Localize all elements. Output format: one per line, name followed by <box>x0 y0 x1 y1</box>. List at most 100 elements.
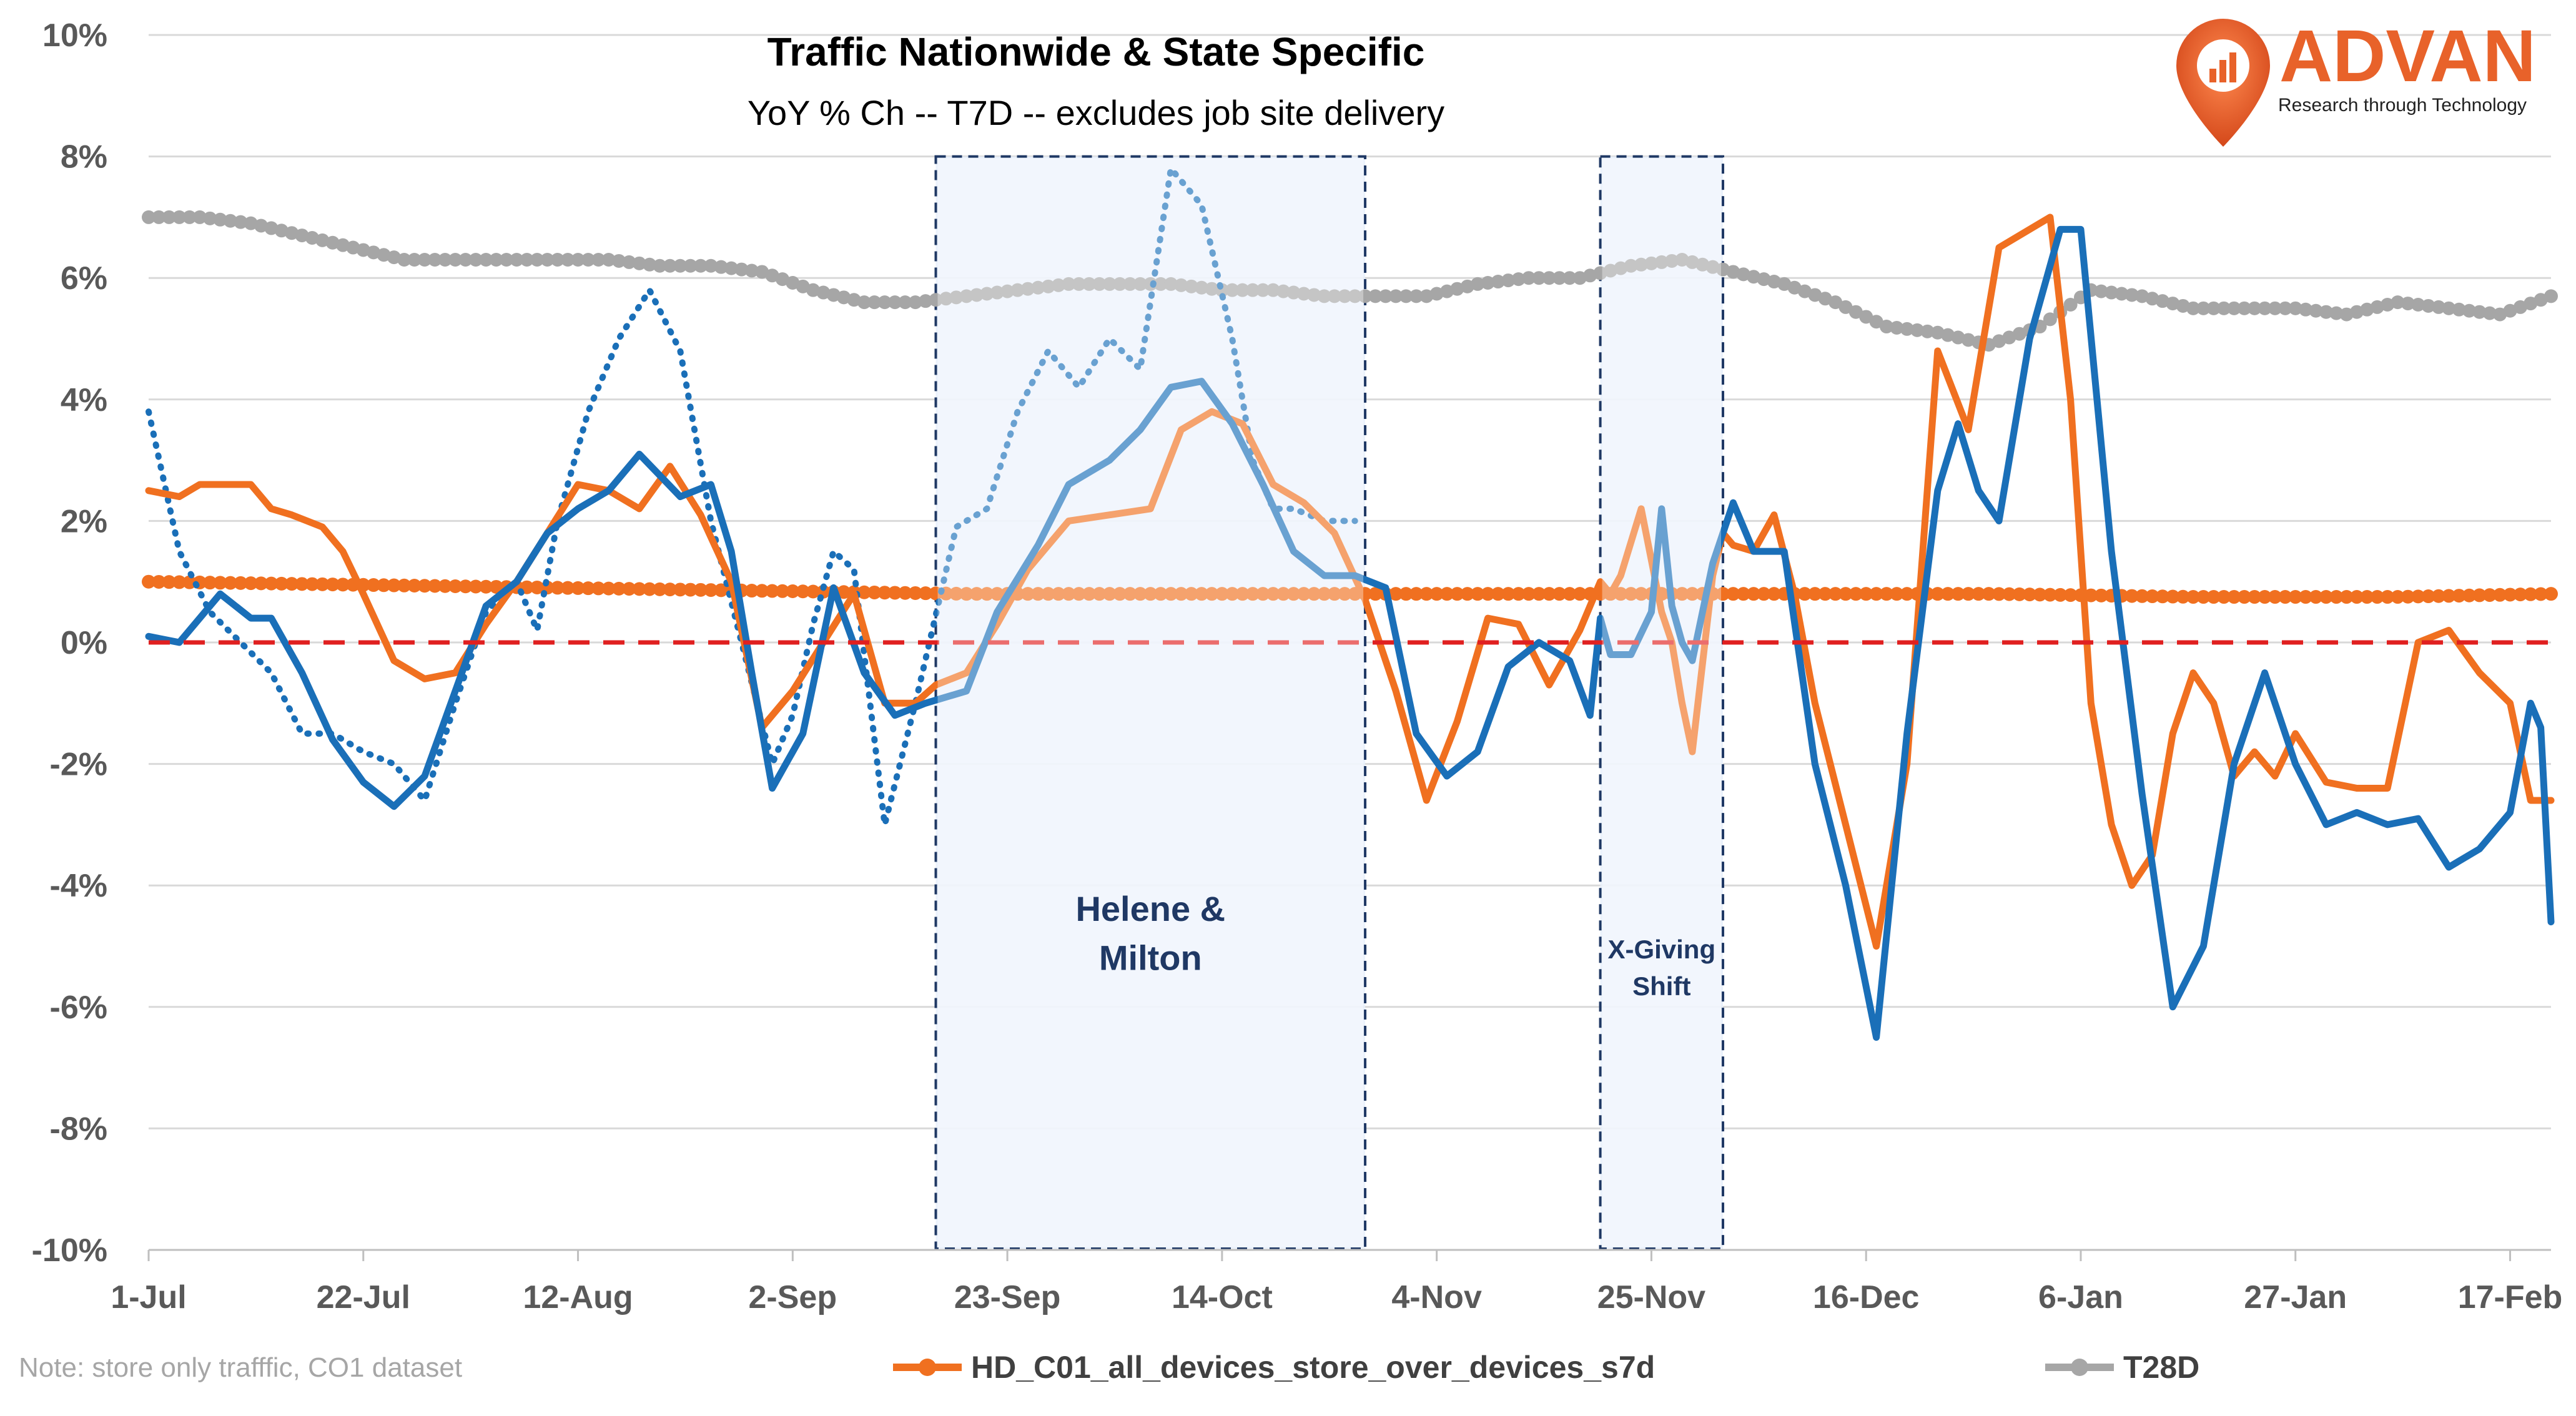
series-point-orange-t28d <box>2155 589 2169 604</box>
series-point-grey-t28d <box>1184 279 1198 293</box>
x-tick-label: 14-Oct <box>1172 1279 1273 1315</box>
series-point-orange-t28d <box>1368 587 1383 601</box>
series-point-orange-t28d <box>919 586 933 601</box>
series-point-grey-t28d <box>1010 283 1025 297</box>
x-tick-label: 23-Sep <box>954 1279 1061 1315</box>
series-point-grey-t28d <box>939 292 953 306</box>
series-point-grey-t28d <box>2115 287 2129 301</box>
series-point-grey-t28d <box>1399 289 1413 303</box>
series-point-grey-t28d <box>397 253 412 267</box>
series-point-grey-t28d <box>438 253 452 267</box>
series-point-orange-t28d <box>1481 587 1495 601</box>
x-tick-label: 22-Jul <box>317 1279 410 1315</box>
series-point-orange-t28d <box>1245 587 1260 601</box>
series-point-grey-t28d <box>1082 277 1097 291</box>
series-point-grey-t28d <box>1338 289 1352 303</box>
bar-icon-1 <box>2209 69 2216 82</box>
series-point-grey-t28d <box>1552 271 1567 285</box>
series-point-orange-t28d <box>2370 590 2384 604</box>
series-point-grey-t28d <box>898 295 912 310</box>
series-point-orange-t28d <box>1174 587 1188 601</box>
series-point-grey-t28d <box>1235 283 1250 297</box>
series-point-grey-t28d <box>1859 310 1873 324</box>
series-point-orange-t28d <box>1072 587 1086 601</box>
series-point-orange-t28d <box>1879 587 1893 601</box>
series-point-grey-t28d <box>643 257 657 272</box>
series-point-grey-t28d <box>223 214 237 228</box>
series-point-grey-t28d <box>622 255 636 269</box>
series-point-orange-t28d <box>2503 588 2517 602</box>
series-point-orange-t28d <box>1113 587 1127 601</box>
series-point-grey-t28d <box>857 295 871 310</box>
series-point-orange-t28d <box>172 575 187 589</box>
series-point-orange-t28d <box>643 582 657 596</box>
bar-icon-2 <box>2219 60 2226 82</box>
series-point-grey-t28d <box>2319 305 2333 319</box>
series-point-orange-t28d <box>959 587 974 601</box>
x-tick-label: 6-Jan <box>2038 1279 2123 1315</box>
series-point-grey-t28d <box>1031 280 1045 295</box>
series-point-orange-t28d <box>407 579 422 593</box>
series-point-grey-t28d <box>1542 271 1556 285</box>
series-point-grey-t28d <box>2258 301 2272 315</box>
series-point-orange-t28d <box>857 585 871 599</box>
series-point-grey-t28d <box>2329 306 2344 320</box>
series-point-orange-t28d <box>1460 587 1474 601</box>
series-point-grey-t28d <box>1848 305 1863 319</box>
series-point-orange-t28d <box>775 584 789 598</box>
series-point-grey-t28d <box>581 253 595 267</box>
series-point-orange-t28d <box>1215 587 1229 601</box>
logo-tagline: Research through Technology <box>2278 95 2527 116</box>
x-tick-label: 1-Jul <box>111 1279 186 1315</box>
series-point-grey-t28d <box>407 253 422 267</box>
series-point-grey-t28d <box>949 290 964 305</box>
annotation-labels: Helene & Milton X-Giving Shift <box>1075 889 1715 1001</box>
series-point-orange-t28d <box>1552 587 1567 601</box>
y-tick-label: 4% <box>61 382 107 418</box>
series-point-orange-t28d <box>1562 587 1577 601</box>
series-point-grey-t28d <box>1532 271 1546 285</box>
series-point-orange-t28d <box>1307 587 1321 601</box>
series-point-grey-t28d <box>2299 302 2313 317</box>
series-point-orange-t28d <box>2217 590 2231 604</box>
series-point-orange-t28d <box>908 586 922 600</box>
series-point-orange-t28d <box>969 587 984 601</box>
series-point-grey-t28d <box>1511 272 1526 287</box>
series-point-grey-t28d <box>2094 284 2108 298</box>
series-point-orange-t28d <box>2268 590 2282 604</box>
series-point-grey-t28d <box>1665 253 1679 268</box>
series-point-grey-t28d <box>1225 283 1240 297</box>
series-point-orange-t28d <box>2401 589 2415 604</box>
series-point-grey-t28d <box>1358 289 1373 303</box>
x-tick-label: 16-Dec <box>1813 1279 1920 1315</box>
x-tick-label: 12-Aug <box>523 1279 633 1315</box>
series-point-orange-t28d <box>2135 589 2149 603</box>
series-point-grey-t28d <box>867 295 882 310</box>
series-point-orange-t28d <box>428 579 442 593</box>
series-point-grey-t28d <box>1266 283 1280 297</box>
series-point-orange-t28d <box>2002 587 2016 601</box>
series-point-orange-t28d <box>632 582 646 596</box>
series-point-orange-t28d <box>1624 587 1638 601</box>
series-point-orange-t28d <box>1838 587 1853 601</box>
series-point-grey-t28d <box>561 253 575 267</box>
series-point-orange-t28d <box>949 586 964 601</box>
series-point-orange-t28d <box>1195 587 1209 601</box>
series-point-grey-t28d <box>1562 271 1577 285</box>
series-point-orange-t28d <box>2196 590 2211 604</box>
series-point-grey-t28d <box>683 258 698 273</box>
series-point-orange-t28d <box>786 584 800 599</box>
series-point-grey-t28d <box>1624 258 1638 273</box>
y-tick-label: 8% <box>61 139 107 175</box>
series-point-orange-t28d <box>1020 587 1035 601</box>
series-point-grey-t28d <box>448 253 463 267</box>
series-point-grey-t28d <box>2063 298 2078 312</box>
series-point-grey-t28d <box>2217 301 2231 315</box>
series-point-orange-t28d <box>2534 587 2548 601</box>
series-point-grey-t28d <box>2544 289 2558 303</box>
series-point-orange-t28d <box>1051 587 1065 601</box>
series-point-orange-t28d <box>2349 590 2364 604</box>
series-point-orange-t28d <box>305 577 319 591</box>
series-point-orange-t28d <box>244 576 258 591</box>
logo-brand: ADVAN <box>2279 15 2536 97</box>
